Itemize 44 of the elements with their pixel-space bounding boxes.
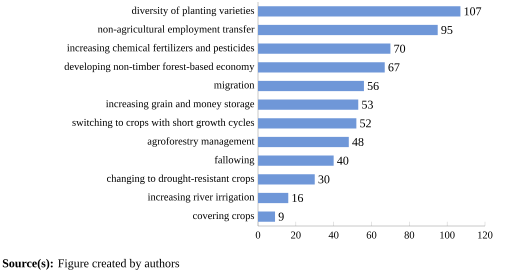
data-label: 40 [337,156,348,165]
y-tick-label: fallowing [214,156,254,166]
y-tick-label: agroforestry management [148,137,254,147]
y-tick-label: developing non-timber forest-based economy [64,62,254,72]
x-tick-label: 60 [366,232,376,239]
data-label: 52 [360,119,371,128]
y-tick-label: increasing chemical fertilizers and pesticides [67,44,254,54]
x-tick-label: 40 [328,232,338,239]
bar [258,118,356,128]
y-tick-label: switching to crops with short growth cycles [72,118,254,128]
y-tick-label: migration [214,81,254,91]
y-tick-label: covering crops [193,212,254,222]
bar [258,174,315,184]
data-label: 70 [394,44,406,53]
bar [258,6,460,16]
x-tick-label: 0 [256,232,260,239]
y-tick-label: changing to drought-resistant crops [107,174,254,184]
y-tick-label: increasing river irrigation [148,193,254,203]
data-label: 56 [368,82,379,90]
bar [258,212,276,222]
bar [258,44,390,54]
x-tick-label: 20 [291,232,301,239]
data-label: 30 [318,175,330,184]
bar [258,24,438,36]
data-label: 16 [292,194,304,202]
text: Source(s): Figure created by authors [2,258,180,270]
y-tick-label: diversity of planting varieties [132,6,254,16]
data-label: 53 [362,100,373,109]
y-tick-label: non-agricultural employment transfer [98,25,254,35]
bar [258,136,349,148]
bar [258,100,358,110]
x-tick-label: 80 [404,232,414,239]
data-label: 95 [441,26,452,34]
bar [258,156,334,166]
y-tick-label: increasing grain and money storage [106,100,254,110]
bar [258,62,385,72]
bar [258,192,288,204]
data-label: 48 [352,138,364,146]
data-label: 67 [388,63,400,72]
x-tick-label: 100 [440,232,455,239]
data-label: 9 [278,212,284,221]
data-label: 107 [464,7,482,16]
x-tick-label: 120 [478,232,492,239]
bar [258,80,364,92]
